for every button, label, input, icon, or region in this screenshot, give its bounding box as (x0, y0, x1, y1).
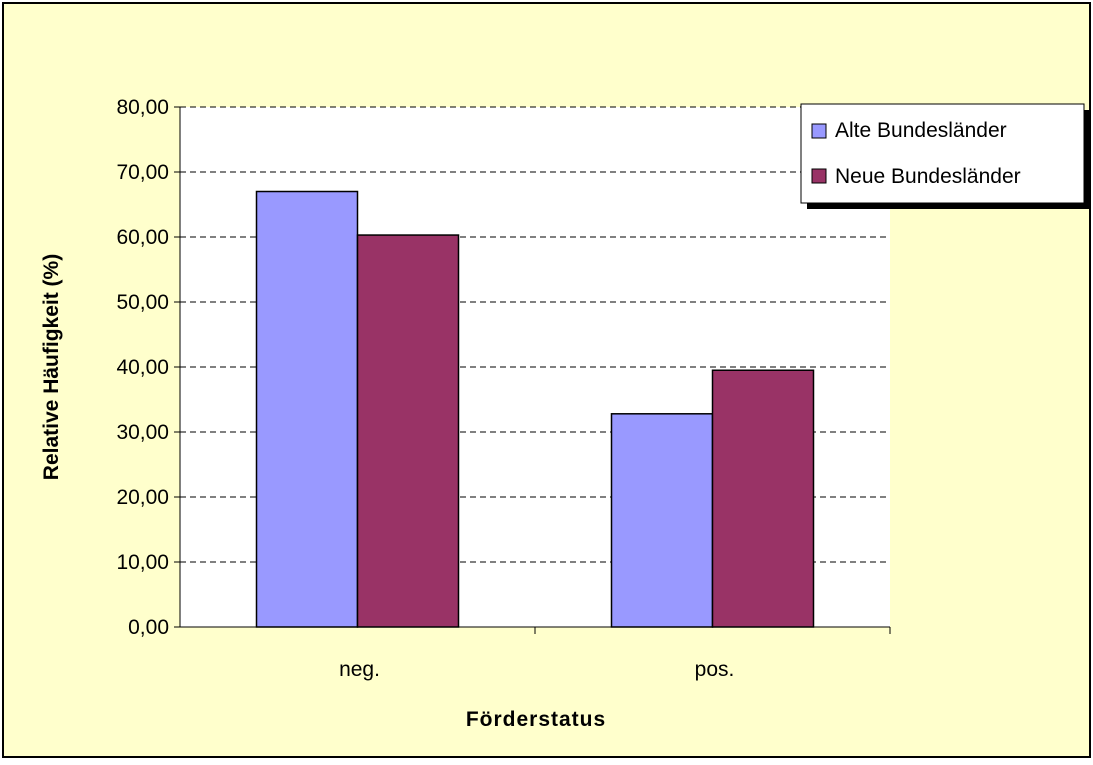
y-tick-label: 0,00 (128, 616, 169, 639)
bar-neue-pos (711, 369, 815, 628)
bars (255, 190, 815, 628)
y-tick-label: 10,00 (116, 551, 169, 574)
legend: Alte Bundesländer Neue Bundesländer (800, 103, 1090, 209)
legend-label-neue: Neue Bundesländer (835, 165, 1021, 188)
y-tick-label: 80,00 (116, 96, 169, 119)
bar-neue-neg (356, 234, 460, 628)
legend-box (800, 103, 1085, 204)
y-tick-label: 30,00 (116, 421, 169, 444)
y-tick-label: 20,00 (116, 486, 169, 509)
legend-label-alte: Alte Bundesländer (835, 119, 1007, 142)
x-tick-labels: neg. pos. (339, 627, 891, 681)
x-axis-title: Förderstatus (466, 708, 606, 731)
y-tick-label: 40,00 (116, 356, 169, 379)
y-tick-labels: 0,00 10,00 20,00 30,00 40,00 50,00 60,00 70,00 8… (116, 96, 180, 639)
y-tick-label: 60,00 (116, 226, 169, 249)
legend-swatch-alte (811, 123, 827, 139)
legend-swatch-neue (811, 168, 827, 184)
y-axis-title: Relative Häufigkeit (%) (40, 254, 63, 480)
x-tick-label: neg. (339, 658, 380, 681)
x-tick-label: pos. (695, 658, 735, 681)
y-tick-label: 50,00 (116, 291, 169, 314)
bar-alte-neg (255, 190, 359, 628)
y-tick-label: 70,00 (116, 161, 169, 184)
bar-alte-pos (610, 413, 714, 628)
